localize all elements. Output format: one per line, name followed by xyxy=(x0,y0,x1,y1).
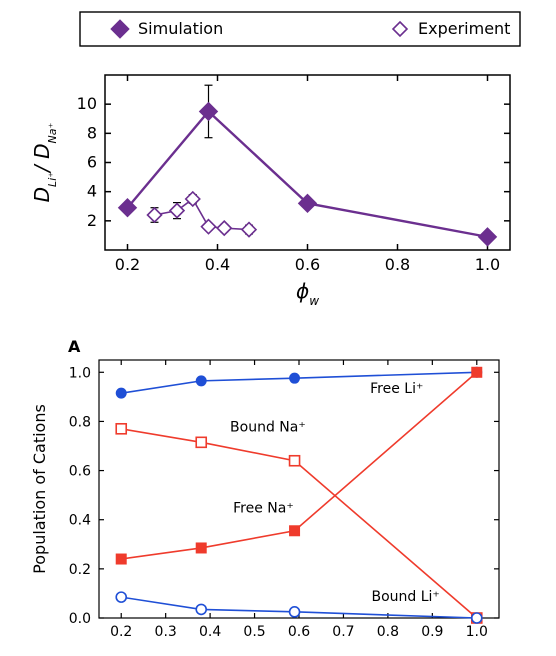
series-label-free_li: Free Li⁺ xyxy=(370,381,423,397)
top-chart: Simulation Experiment 0.2 0.4 0.6 0.8 1.0 2 4 6 8 1… xyxy=(30,12,520,308)
xtick-label: 0.2 xyxy=(115,255,140,274)
series-line-exp xyxy=(155,199,250,230)
xtick-label: 0.8 xyxy=(377,624,399,640)
xlabel: ϕw xyxy=(296,279,319,308)
xtick-label: 0.8 xyxy=(385,255,410,274)
xtick-label: 0.9 xyxy=(421,624,443,640)
ytick-label: 1.0 xyxy=(69,365,91,381)
ytick-label: 8 xyxy=(87,123,97,142)
xtick-label: 0.7 xyxy=(332,624,354,640)
series-line-sim xyxy=(128,111,488,236)
xtick-label: 0.5 xyxy=(243,624,265,640)
series-label-bound_li: Bound Li⁺ xyxy=(371,589,439,605)
xtick-label: 1.0 xyxy=(466,624,488,640)
ytick-label: 6 xyxy=(87,153,97,172)
bottom-chart: A 0.2 0.3 0.4 0.5 0.6 0.7 0.8 0.9 1.0 0.0 0.2 0.4 0.6… xyxy=(30,337,499,640)
series-label-bound_na: Bound Na⁺ xyxy=(230,419,306,435)
bottom-axis-frame xyxy=(99,360,499,618)
xtick-label: 0.2 xyxy=(110,624,132,640)
ytick-label: 2 xyxy=(87,211,97,230)
panel-letter: A xyxy=(68,337,81,356)
xtick-label: 0.4 xyxy=(199,624,221,640)
ytick-label: 0.0 xyxy=(69,611,91,627)
figure-svg: Simulation Experiment 0.2 0.4 0.6 0.8 1.0 2 4 6 8 1… xyxy=(0,0,556,656)
legend-label-exp: Experiment xyxy=(418,19,510,38)
figure-container: { "figure": { "width_px": 556, "height_p… xyxy=(0,0,556,656)
ylabel: DLi⁺/ DNa⁺ xyxy=(30,122,59,202)
xtick-label: 0.6 xyxy=(288,624,310,640)
ytick-label: 10 xyxy=(77,94,97,113)
legend-label-sim: Simulation xyxy=(138,19,223,38)
ylabel: Population of Cations xyxy=(30,404,49,574)
ytick-label: 0.8 xyxy=(69,414,91,430)
ytick-label: 0.4 xyxy=(69,513,91,529)
xtick-label: 0.4 xyxy=(205,255,230,274)
ytick-label: 0.2 xyxy=(69,562,91,578)
ytick-label: 0.6 xyxy=(69,464,91,480)
xtick-label: 0.3 xyxy=(155,624,177,640)
ytick-label: 4 xyxy=(87,182,97,201)
series-label-free_na: Free Na⁺ xyxy=(233,500,294,516)
xtick-label: 0.6 xyxy=(295,255,320,274)
xtick-label: 1.0 xyxy=(475,255,500,274)
